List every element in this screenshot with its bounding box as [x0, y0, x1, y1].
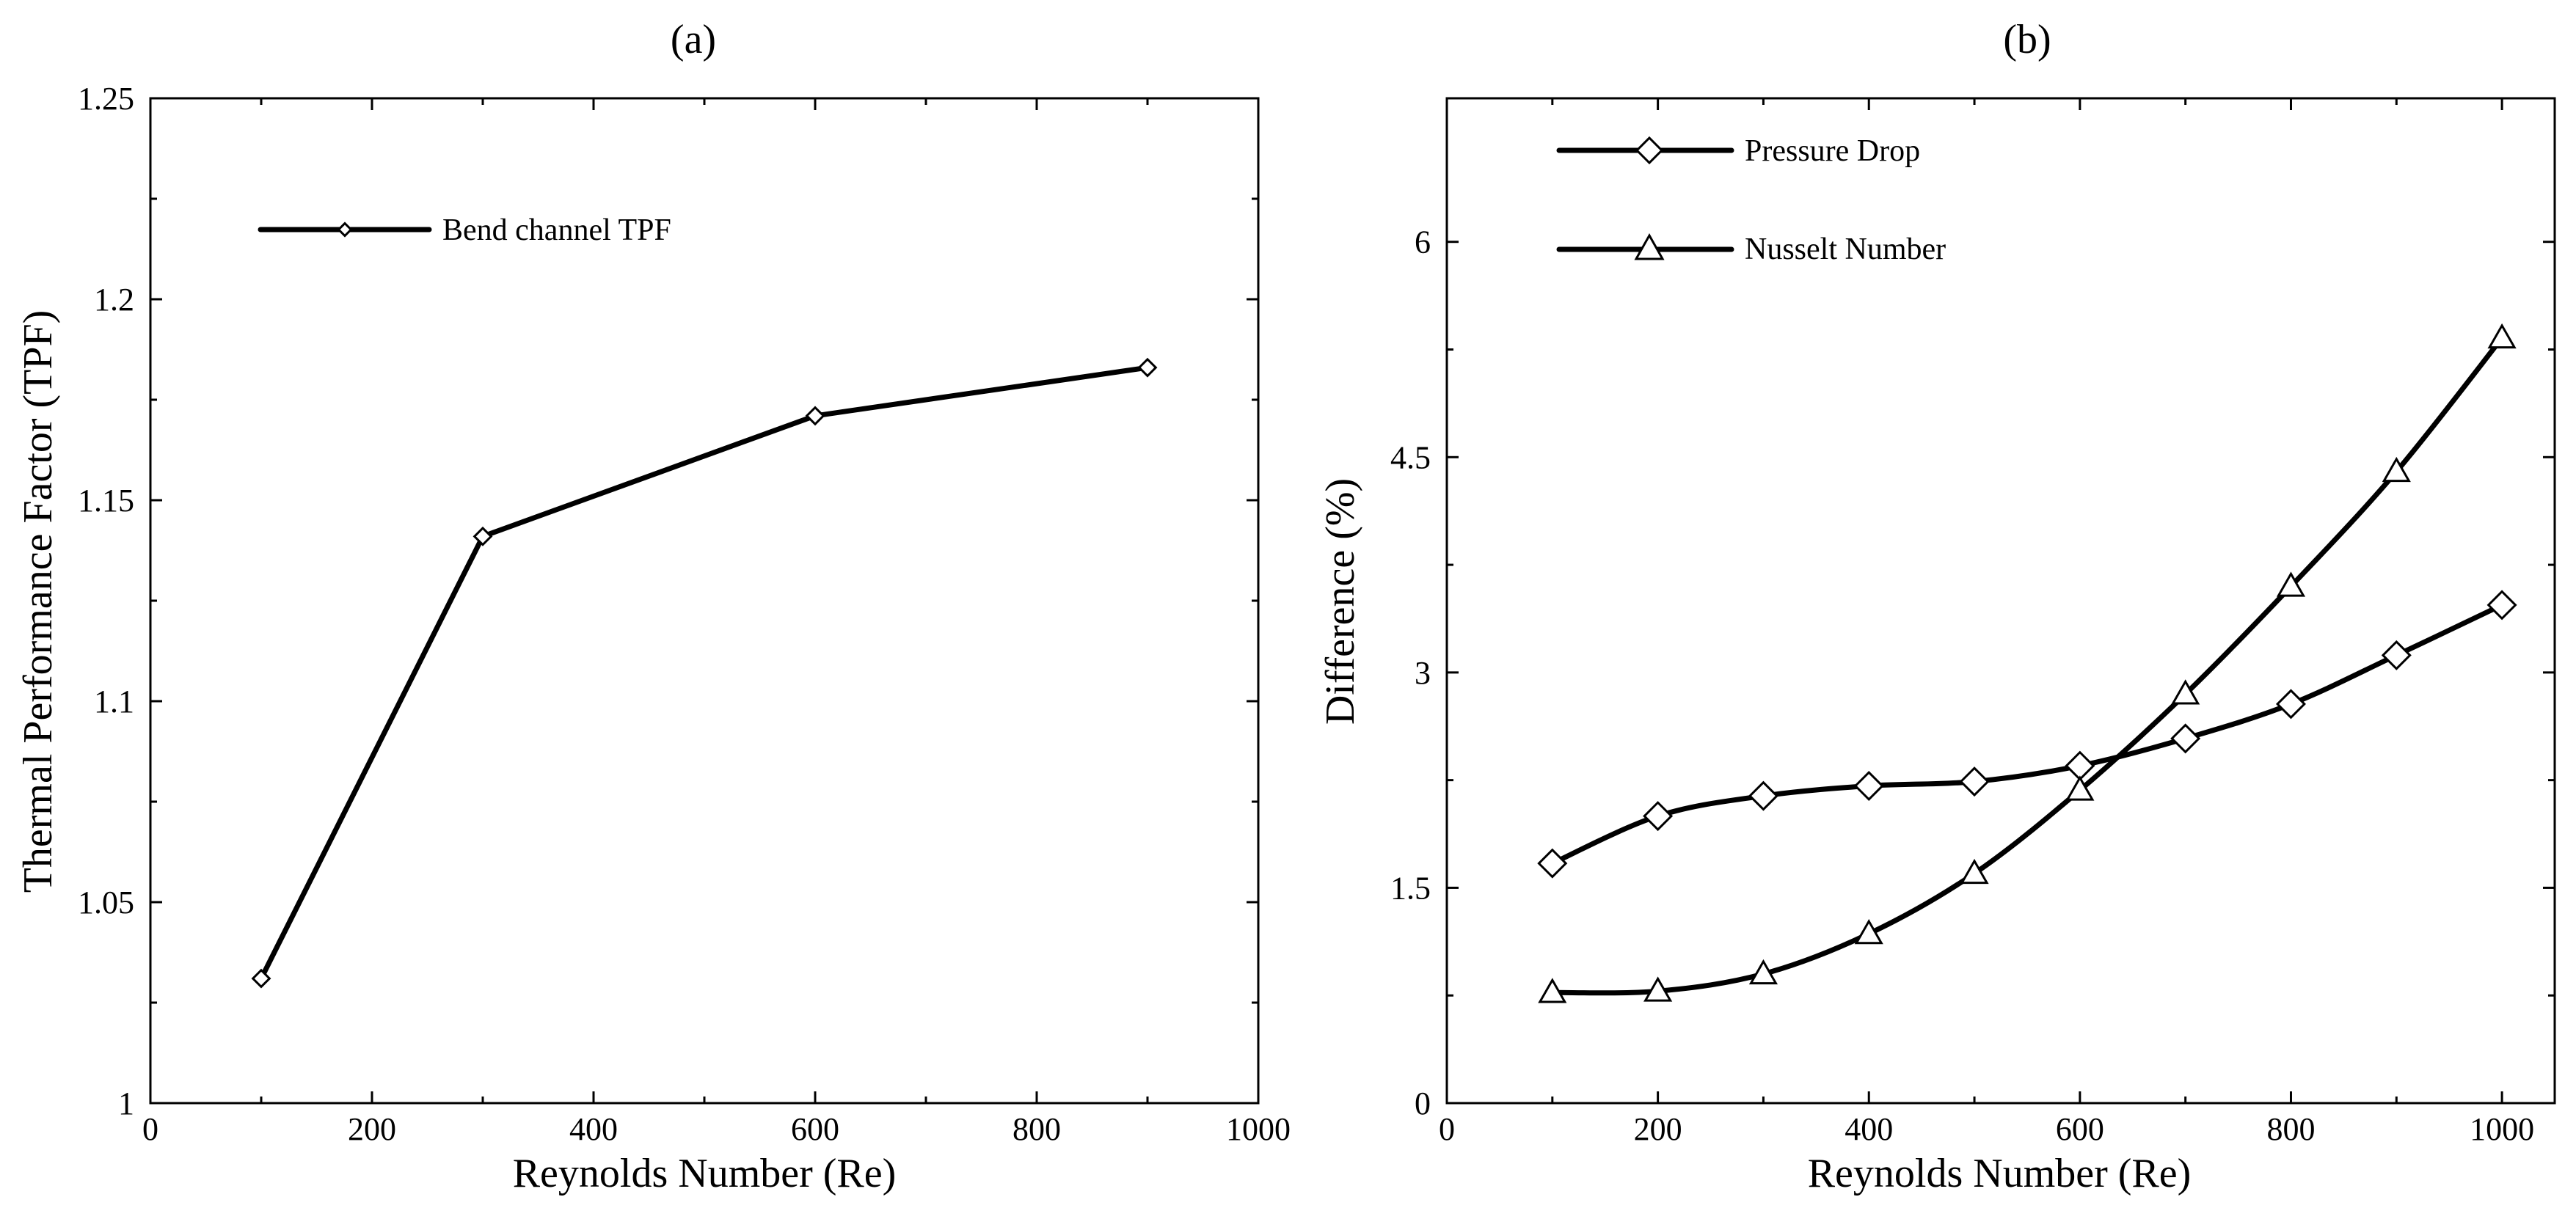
panel-b-data-point-nusselt-number — [2065, 775, 2095, 801]
panel-a-legend: Bend channel TPF — [258, 213, 671, 247]
panel-a-plot-frame — [149, 97, 1260, 1105]
panel-a-data-point-bend-channel-tpf — [1137, 357, 1158, 378]
chart-panel-a: (a) 0 200 400 600 800 1000 1 1.05 1.1 1.15 1.2 1.25… — [15, 17, 1291, 1196]
panel-a-ticks: 0 200 400 600 800 1000 1 1.05 1.1 1.15 1.2 1.25 — [78, 81, 1291, 1147]
panel-b-y-axis-title: Difference (%) — [1318, 478, 1363, 725]
panel-a-x-tick-label: 1000 — [1226, 1111, 1291, 1147]
panel-b-data-point-pressure-drop — [1959, 766, 1990, 797]
panel-a-x-tick-label: 600 — [791, 1111, 839, 1147]
panel-b-x-tick-label: 200 — [1634, 1111, 1682, 1147]
panel-b-data-point-pressure-drop — [2381, 640, 2412, 670]
panel-a-y-axis-title: Thermal Performance Factor (TPF) — [15, 310, 61, 893]
panel-b-y-tick-label: 1.5 — [1390, 870, 1431, 906]
panel-b-data-point-nusselt-number — [2382, 456, 2411, 483]
panel-b-data-point-nusselt-number — [1854, 919, 1883, 945]
panel-b-series — [1537, 323, 2517, 1003]
panel-b-y-tick-label: 3 — [1415, 655, 1431, 691]
chart-panel-b: (b) 0 200 400 600 800 1000 0 1.5 3 4.5 6 Pressure … — [1318, 17, 2556, 1196]
panel-b-data-point-nusselt-number — [2276, 571, 2306, 597]
panel-b-data-point-pressure-drop — [2275, 689, 2306, 720]
panel-b-data-point-nusselt-number — [1960, 858, 1989, 885]
panel-b-data-point-pressure-drop — [1748, 780, 1778, 811]
panel-b-x-tick-label: 1000 — [2470, 1111, 2534, 1147]
panel-b-legend-marker-nusselt-number — [1634, 233, 1665, 260]
panel-a-label: (a) — [671, 17, 716, 62]
panel-a-x-tick-label: 0 — [142, 1111, 158, 1147]
panel-a-data-point-bend-channel-tpf — [472, 526, 493, 546]
panel-b-series-line-pressure-drop — [1550, 602, 2505, 866]
panel-b-legend-marker-pressure-drop — [1635, 136, 1664, 165]
panel-b-legend-label-nusselt-number: Nusselt Number — [1745, 233, 1946, 266]
panel-a-x-tick-label: 400 — [569, 1111, 618, 1147]
panel-b-x-axis-title: Reynolds Number (Re) — [1808, 1151, 2192, 1196]
panel-b-legend-label-pressure-drop: Pressure Drop — [1745, 134, 1920, 168]
panel-a-x-axis-title: Reynolds Number (Re) — [513, 1151, 897, 1196]
panel-b-label: (b) — [2003, 17, 2051, 62]
panel-a-y-tick-label: 1.2 — [94, 282, 134, 318]
panel-a-y-tick-label: 1.05 — [78, 885, 134, 920]
panel-b-data-point-pressure-drop — [2486, 590, 2517, 621]
panel-a-y-tick-label: 1.25 — [78, 81, 134, 117]
panel-a-data-point-bend-channel-tpf — [251, 968, 271, 989]
panel-b-data-point-nusselt-number — [2487, 323, 2517, 349]
panel-b-data-point-pressure-drop — [1537, 848, 1568, 879]
panel-b-plot-frame — [1445, 97, 2556, 1105]
panel-b-x-tick-label: 800 — [2266, 1111, 2315, 1147]
panel-b-y-tick-label: 0 — [1415, 1086, 1431, 1121]
panel-a-series — [251, 357, 1158, 989]
panel-b-x-tick-label: 400 — [1845, 1111, 1893, 1147]
panel-a-series-line-bend-channel-tpf — [258, 365, 1150, 981]
panel-a-x-tick-label: 200 — [348, 1111, 396, 1147]
panel-b-legend: Pressure Drop Nusselt Number — [1556, 134, 1946, 266]
panel-b-series-line-nusselt-number — [1550, 335, 2505, 996]
panel-b-data-point-nusselt-number — [1748, 959, 1778, 985]
panel-a-legend-marker — [337, 222, 353, 238]
panel-b-data-point-pressure-drop — [1853, 770, 1884, 801]
panel-a-data-point-bend-channel-tpf — [805, 406, 825, 426]
panel-b-data-point-nusselt-number — [2171, 679, 2200, 705]
panel-b-x-tick-label: 600 — [2056, 1111, 2104, 1147]
panel-b-data-point-pressure-drop — [1643, 801, 1674, 832]
panel-a-legend-label: Bend channel TPF — [442, 213, 671, 247]
panel-a-x-tick-label: 800 — [1012, 1111, 1061, 1147]
panel-b-ticks: 0 200 400 600 800 1000 0 1.5 3 4.5 6 — [1390, 98, 2555, 1147]
panel-a-y-tick-label: 1.1 — [94, 684, 134, 720]
panel-a-y-tick-label: 1 — [118, 1086, 134, 1121]
panel-b-y-tick-label: 4.5 — [1390, 439, 1431, 475]
panel-a-y-tick-label: 1.15 — [78, 483, 134, 519]
panel-b-data-point-nusselt-number — [1643, 976, 1673, 1002]
panel-b-y-tick-label: 6 — [1415, 224, 1431, 260]
panel-b-data-point-pressure-drop — [2065, 750, 2095, 781]
panel-b-x-tick-label: 0 — [1439, 1111, 1455, 1147]
panel-b-data-point-nusselt-number — [1538, 978, 1567, 1003]
panel-b-data-point-pressure-drop — [2170, 723, 2201, 754]
